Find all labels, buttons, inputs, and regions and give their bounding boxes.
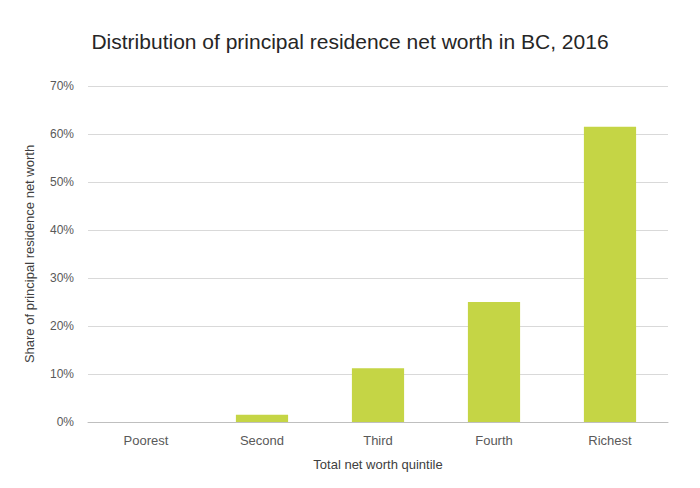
svg-text:40%: 40%: [50, 223, 74, 237]
svg-text:10%: 10%: [50, 367, 74, 381]
svg-text:50%: 50%: [50, 175, 74, 189]
svg-text:30%: 30%: [50, 271, 74, 285]
svg-text:Poorest: Poorest: [124, 433, 169, 448]
svg-text:Richest: Richest: [588, 433, 632, 448]
svg-text:Total net worth quintile: Total net worth quintile: [313, 457, 442, 472]
svg-text:70%: 70%: [50, 79, 74, 93]
svg-text:0%: 0%: [57, 415, 75, 429]
svg-text:Share of principal residence n: Share of principal residence net worth: [22, 145, 37, 363]
svg-text:60%: 60%: [50, 127, 74, 141]
svg-text:Third: Third: [363, 433, 393, 448]
svg-text:20%: 20%: [50, 319, 74, 333]
svg-text:Distribution of principal resi: Distribution of principal residence net …: [91, 30, 608, 53]
svg-text:Second: Second: [240, 433, 284, 448]
svg-text:Fourth: Fourth: [475, 433, 513, 448]
